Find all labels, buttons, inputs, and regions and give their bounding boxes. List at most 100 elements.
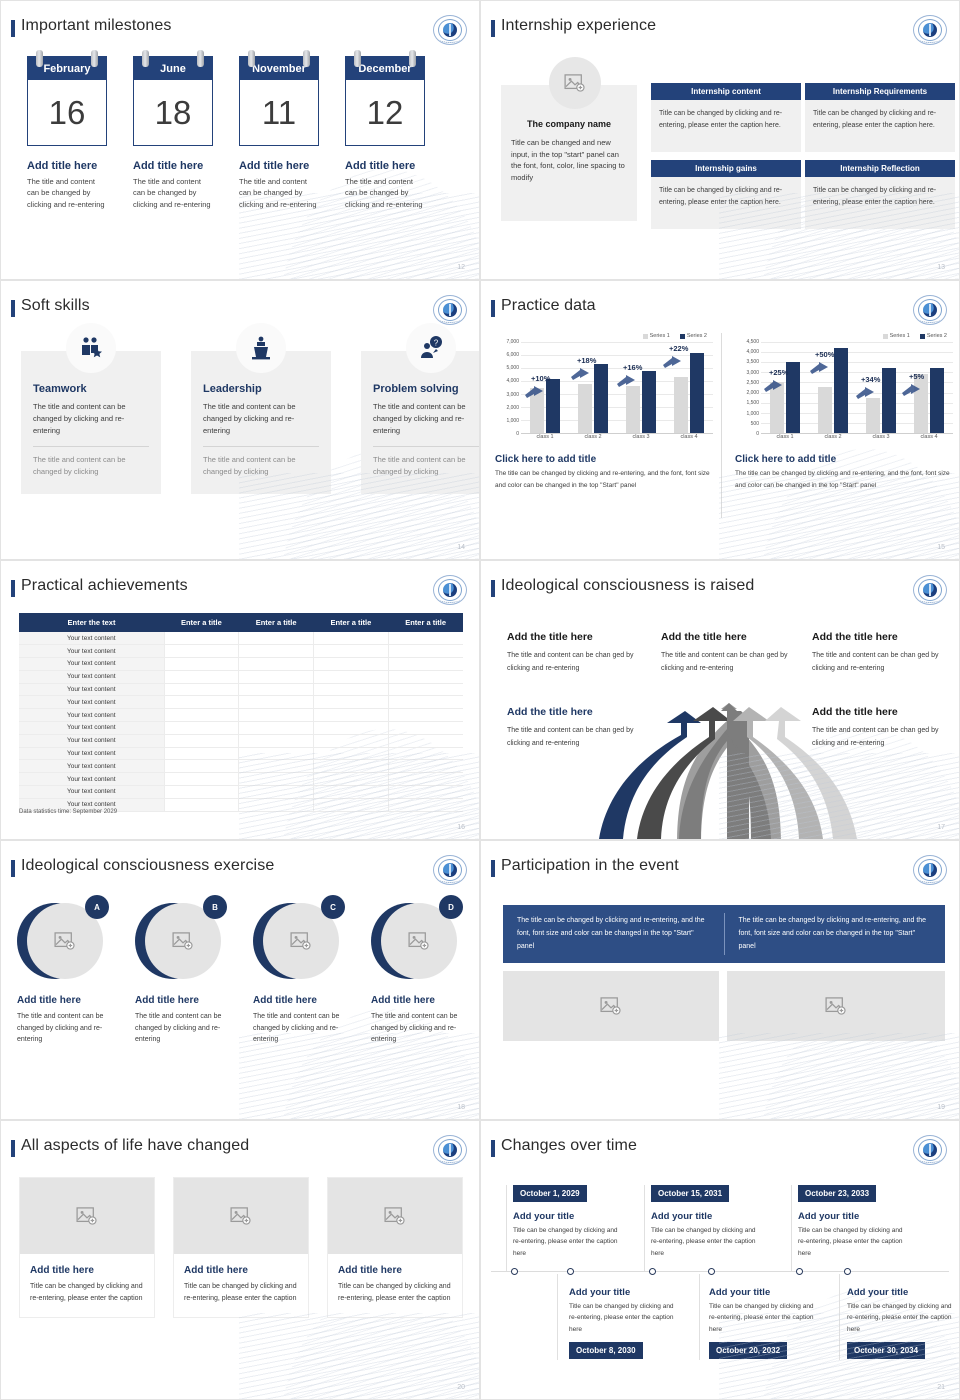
milestone-item[interactable]: December 12 Add title here The title and… — [345, 50, 425, 210]
timeline-dot[interactable] — [649, 1268, 656, 1275]
slide-soft-skills[interactable]: Soft skills Teamwork The title and conte… — [0, 280, 480, 560]
table-row[interactable]: Your text content — [19, 785, 463, 799]
table-row[interactable]: Your text content — [19, 708, 463, 723]
table-cell — [238, 785, 314, 799]
slide-changes-over-time[interactable]: Changes over time October 1, 2029 Add yo… — [480, 1120, 960, 1400]
table-header-cell: Enter a title — [238, 613, 314, 632]
event-banner-text: The title can be changed by clicking and… — [738, 917, 927, 950]
page-number: 18 — [457, 1104, 465, 1111]
timeline-item-top[interactable]: October 1, 2029 Add your title Title can… — [513, 1183, 623, 1259]
timeline-item-bottom[interactable]: Add your title Title can be changed by c… — [709, 1287, 819, 1360]
table-row[interactable]: Your text content — [19, 721, 463, 735]
title-accent-bar — [491, 20, 495, 37]
slide-internship-experience[interactable]: Internship experience The company name T… — [480, 0, 960, 280]
table-row[interactable]: Your text content — [19, 747, 463, 761]
image-placeholder[interactable] — [727, 971, 945, 1041]
table-row[interactable]: Your text content — [19, 798, 463, 812]
circle-heading: Add title here — [371, 995, 435, 1006]
table-cell — [164, 670, 240, 684]
divider — [723, 913, 725, 955]
table-row[interactable]: Your text content — [19, 772, 463, 787]
image-placeholder-icon[interactable] — [549, 57, 601, 109]
chart-right: Series 1 Series 2 0 500 1,000 1,500 2,00… — [735, 333, 953, 493]
slide-participation-in-the-event[interactable]: Participation in the event The title can… — [480, 840, 960, 1120]
slide-practical-achievements[interactable]: Practical achievements Enter the text En… — [0, 560, 480, 840]
table-cell: Your text content — [19, 670, 165, 684]
annotation: +50% — [815, 350, 835, 359]
legend-series-2: Series 2 — [919, 333, 947, 339]
table-row[interactable]: Your text content — [19, 644, 463, 659]
table-row[interactable]: Your text content — [19, 695, 463, 710]
table-cell — [313, 683, 389, 697]
annotation: +10% — [531, 374, 551, 383]
table-row[interactable]: Your text content — [19, 670, 463, 684]
table-row[interactable]: Your text content — [19, 632, 463, 646]
timeline-body: Title can be changed by clicking and re-… — [847, 1303, 952, 1333]
table-cell — [238, 734, 314, 748]
internship-box[interactable]: Internship gains Title can be changed by… — [651, 160, 801, 229]
slide-practice-data[interactable]: Practice data Series 1 Series 2 0 1,000 … — [480, 280, 960, 560]
card-heading: Add title here — [338, 1265, 402, 1276]
timeline-item-top[interactable]: October 15, 2031 Add your title Title ca… — [651, 1183, 761, 1259]
timeline-item-top[interactable]: October 23, 2033 Add your title Title ca… — [798, 1183, 908, 1259]
internship-box[interactable]: Internship content Title can be changed … — [651, 83, 801, 152]
card-body: Title can be changed by clicking and re-… — [30, 1283, 143, 1302]
timeline-dot[interactable] — [796, 1268, 803, 1275]
slide-ideological-consciousness-raised[interactable]: Ideological consciousness is raised Add … — [480, 560, 960, 840]
table-cell — [388, 772, 463, 787]
milestone-item[interactable]: November 11 Add title here The title and… — [239, 50, 319, 210]
timeline-date-chip: October 1, 2029 — [513, 1185, 587, 1202]
slide-important-milestones[interactable]: Important milestones February 16 Add tit… — [0, 0, 480, 280]
timeline-dot[interactable] — [567, 1268, 574, 1275]
milestone-item[interactable]: February 16 Add title here The title and… — [27, 50, 107, 210]
title-accent-bar — [491, 300, 495, 317]
page-title: All aspects of life have changed — [21, 1137, 250, 1154]
timeline-item-bottom[interactable]: Add your title Title can be changed by c… — [847, 1287, 957, 1360]
divider — [203, 446, 319, 447]
event-banner[interactable]: The title can be changed by clicking and… — [503, 905, 945, 963]
table-cell — [164, 772, 240, 787]
content-card[interactable]: Add title here Title can be changed by c… — [173, 1177, 309, 1319]
company-body: Title can be changed and new input, in t… — [511, 138, 625, 182]
table-row[interactable]: Your text content — [19, 683, 463, 697]
chart-plot-area: 0 1,000 2,000 3,000 4,000 5,000 6,000 7,… — [495, 339, 713, 437]
skill-body: The title and content can be changed by … — [203, 402, 296, 435]
image-placeholder[interactable] — [174, 1178, 308, 1254]
internship-box[interactable]: Internship Reflection Title can be chang… — [805, 160, 955, 229]
timeline-dot[interactable] — [708, 1268, 715, 1275]
timeline-dot[interactable] — [511, 1268, 518, 1275]
internship-box-body: Title can be changed by clicking and re-… — [651, 177, 801, 229]
table-row[interactable]: Your text content — [19, 734, 463, 748]
page-number: 15 — [937, 544, 945, 551]
content-card[interactable]: Add title here Title can be changed by c… — [19, 1177, 155, 1319]
skill-item[interactable]: Leadership The title and content can be … — [191, 323, 331, 494]
internship-box[interactable]: Internship Requirements Title can be cha… — [805, 83, 955, 152]
slide-ideological-consciousness-exercise[interactable]: Ideological consciousness exercise A Add… — [0, 840, 480, 1120]
timeline-item-bottom[interactable]: Add your title Title can be changed by c… — [569, 1287, 679, 1360]
timeline-date-chip: October 20, 2032 — [709, 1342, 788, 1360]
company-name: The company name — [526, 119, 612, 129]
table-cell — [388, 734, 463, 748]
image-placeholder[interactable] — [328, 1178, 462, 1254]
achievements-table[interactable]: Enter the text Enter a title Enter a tit… — [19, 613, 463, 812]
skill-item[interactable]: ? Problem solving The title and content … — [361, 323, 479, 494]
annotation: +5% — [909, 372, 925, 381]
image-placeholder[interactable] — [20, 1178, 154, 1254]
table-row[interactable]: Your text content — [19, 759, 463, 774]
table-cell: Your text content — [19, 772, 165, 787]
annotation: +34% — [861, 375, 881, 384]
page-number: 17 — [937, 824, 945, 831]
timeline-dot[interactable] — [844, 1268, 851, 1275]
content-card[interactable]: Add title here Title can be changed by c… — [327, 1177, 463, 1319]
slide-all-aspects-of-life[interactable]: All aspects of life have changed Add tit… — [0, 1120, 480, 1400]
table-cell — [313, 772, 389, 787]
legend-series-2: Series 2 — [679, 333, 707, 339]
skill-item[interactable]: Teamwork The title and content can be ch… — [21, 323, 161, 494]
milestone-body: The title and content can be changed by … — [239, 177, 317, 209]
image-placeholder[interactable] — [503, 971, 719, 1041]
title-accent-bar — [11, 860, 15, 877]
annotation: +18% — [577, 356, 597, 365]
table-row[interactable]: Your text content — [19, 657, 463, 671]
table-cell — [313, 695, 389, 710]
milestone-item[interactable]: June 18 Add title here The title and con… — [133, 50, 213, 210]
